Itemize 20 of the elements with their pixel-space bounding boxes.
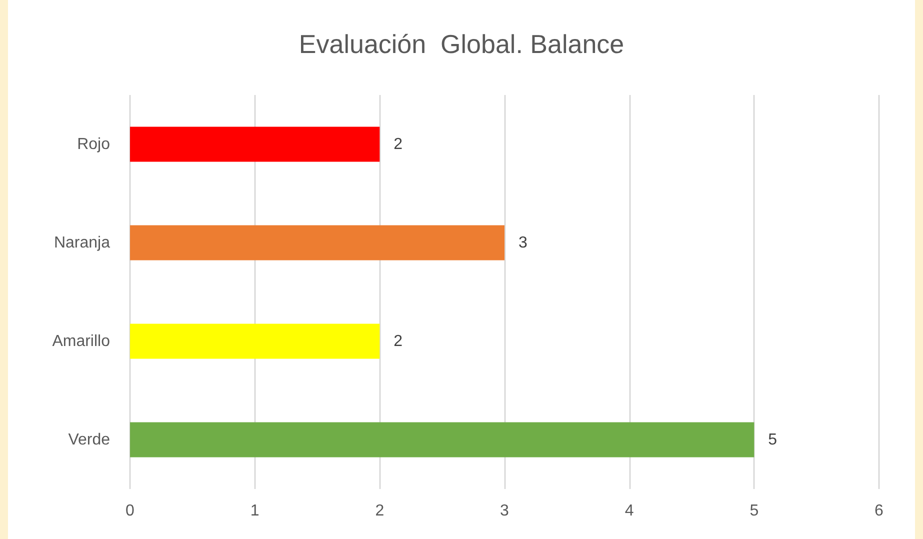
data-label: 3 [518,234,528,252]
y-tick-label: Verde [68,431,110,448]
x-tick-label: 2 [375,502,384,520]
y-tick-label: Naranja [54,234,110,252]
bar [130,225,504,260]
x-tick-label: 1 [250,502,260,520]
y-tick-label: Amarillo [52,332,110,350]
x-tick-label: 0 [126,502,135,520]
chart-title: Evaluación Global. Balance [298,29,624,59]
data-label: 2 [394,332,403,350]
bar [130,422,754,458]
x-tick-label: 4 [624,502,634,520]
bar [130,324,380,359]
x-tick-label: 5 [750,502,759,520]
x-tick-label: 6 [874,502,884,520]
bar [130,126,380,162]
data-label: 2 [394,136,403,153]
y-tick-label: Rojo [77,136,110,153]
x-tick-label: 3 [500,502,510,520]
data-label: 5 [768,431,778,448]
